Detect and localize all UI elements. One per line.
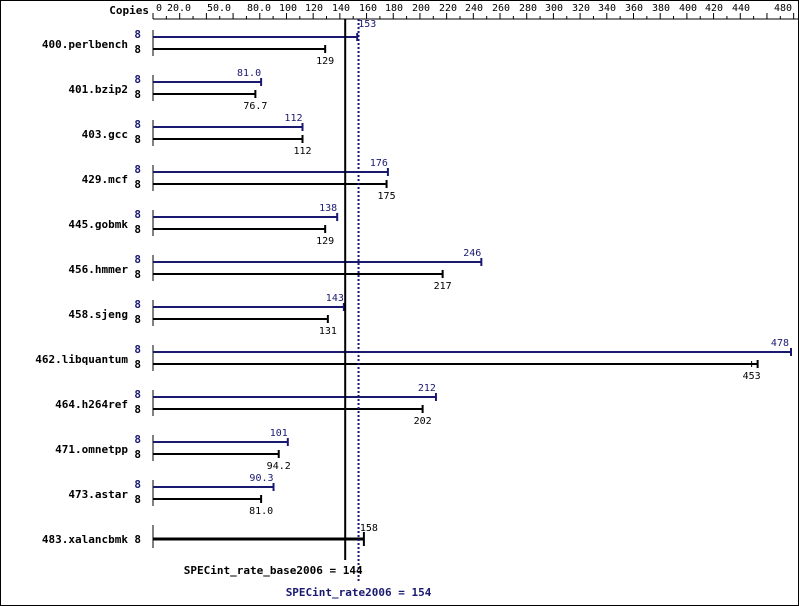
peak-copies: 8	[134, 433, 141, 446]
peak-copies: 8	[134, 163, 141, 176]
benchmark-name: 400.perlbench	[42, 38, 128, 51]
tick-label: 300	[545, 3, 563, 14]
tick-label: 360	[625, 3, 643, 14]
copies-header: Copies	[109, 4, 149, 17]
base-value-label: 112	[293, 146, 311, 157]
tick-label: 180	[385, 3, 403, 14]
tick-label: 50.0	[207, 3, 231, 14]
peak-copies: 8	[134, 343, 141, 356]
benchmark-name: 473.astar	[68, 488, 128, 501]
peak-copies: 8	[134, 388, 141, 401]
tick-label: 400	[679, 3, 697, 14]
base-copies: 8	[134, 448, 141, 461]
combined-value-label: 158	[360, 523, 378, 534]
tick-label: 140	[332, 3, 350, 14]
peak-value-label: 246	[463, 248, 481, 259]
peak-value-label: 153	[358, 19, 376, 30]
tick-label: 120	[305, 3, 323, 14]
base-value-label: 129	[316, 56, 334, 67]
benchmark-name: 403.gcc	[82, 128, 128, 141]
tick-marks	[152, 13, 795, 19]
peak-summary-label: SPECint_rate2006 = 154	[286, 586, 432, 599]
tick-label: 340	[598, 3, 616, 14]
benchmark-name: 471.omnetpp	[55, 443, 128, 456]
base-value-label: 94.2	[267, 461, 291, 472]
peak-copies: 8	[134, 298, 141, 311]
tick-label: 20.0	[167, 3, 191, 14]
tick-label: 280	[519, 3, 537, 14]
base-value-label: 453	[743, 371, 761, 382]
base-copies: 8	[134, 493, 141, 506]
peak-value-label: 176	[370, 158, 388, 169]
peak-copies: 8	[134, 28, 141, 41]
base-copies: 8	[134, 403, 141, 416]
tick-label: 200	[412, 3, 430, 14]
base-value-label: 129	[316, 236, 334, 247]
peak-value-label: 81.0	[237, 68, 261, 79]
copies-count: 8	[134, 533, 141, 546]
peak-copies: 8	[134, 118, 141, 131]
base-summary-label: SPECint_rate_base2006 = 144	[184, 564, 363, 577]
tick-label: 480	[774, 3, 792, 14]
base-copies: 8	[134, 223, 141, 236]
benchmark-rows: 400.perlbench 8 153 8 129 401.bzip2 8 81.0 8 76.7…	[35, 19, 792, 548]
base-copies: 8	[134, 313, 141, 326]
base-copies: 8	[134, 133, 141, 146]
tick-label: 380	[652, 3, 670, 14]
tick-label: 0	[156, 3, 162, 14]
peak-value-label: 138	[319, 203, 337, 214]
tick-label: 320	[572, 3, 590, 14]
tick-labels: 0 20.0 50.0 80.0 100 120 140 160 180 200 220 240 260…	[156, 3, 792, 14]
base-copies: 8	[134, 43, 141, 56]
tick-label: 160	[359, 3, 377, 14]
benchmark-name: 429.mcf	[82, 173, 128, 186]
tick-label: 220	[439, 3, 457, 14]
base-copies: 8	[134, 178, 141, 191]
base-copies: 8	[134, 268, 141, 281]
benchmark-name: 458.sjeng	[68, 308, 128, 321]
benchmark-name: 456.hmmer	[68, 263, 128, 276]
benchmark-name: 401.bzip2	[68, 83, 128, 96]
benchmark-name: 462.libquantum	[35, 353, 128, 366]
peak-copies: 8	[134, 208, 141, 221]
base-copies: 8	[134, 358, 141, 371]
base-value-label: 217	[434, 281, 452, 292]
peak-value-label: 212	[418, 383, 436, 394]
tick-label: 100	[279, 3, 297, 14]
base-value-label: 202	[414, 416, 432, 427]
tick-label: 420	[705, 3, 723, 14]
base-value-label: 81.0	[249, 506, 273, 517]
peak-copies: 8	[134, 73, 141, 86]
peak-copies: 8	[134, 253, 141, 266]
base-value-label: 131	[319, 326, 337, 337]
base-value-label: 175	[378, 191, 396, 202]
peak-value-label: 143	[326, 293, 344, 304]
tick-label: 260	[492, 3, 510, 14]
peak-value-label: 90.3	[249, 473, 273, 484]
peak-value-label: 112	[284, 113, 302, 124]
tick-label: 80.0	[247, 3, 271, 14]
benchmark-name: 483.xalancbmk	[42, 533, 128, 546]
benchmark-name: 445.gobmk	[68, 218, 128, 231]
peak-value-label: 101	[270, 428, 288, 439]
peak-value-label: 478	[771, 338, 789, 349]
benchmark-name: 464.h264ref	[55, 398, 128, 411]
base-copies: 8	[134, 88, 141, 101]
peak-copies: 8	[134, 478, 141, 491]
base-value-label: 76.7	[243, 101, 267, 112]
tick-label: 240	[465, 3, 483, 14]
tick-label: 440	[732, 3, 750, 14]
